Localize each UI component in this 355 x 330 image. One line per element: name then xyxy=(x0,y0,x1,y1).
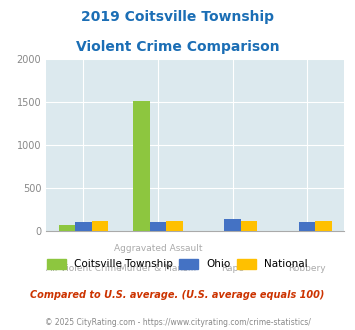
Bar xyxy=(166,221,182,231)
Bar xyxy=(150,222,166,231)
Bar xyxy=(59,224,75,231)
Text: 2019 Coitsville Township: 2019 Coitsville Township xyxy=(81,10,274,24)
Bar xyxy=(241,221,257,231)
Text: Violent Crime Comparison: Violent Crime Comparison xyxy=(76,40,279,53)
Text: Aggravated Assault: Aggravated Assault xyxy=(114,244,202,253)
Bar xyxy=(315,221,332,231)
Bar xyxy=(75,222,92,231)
Text: Compared to U.S. average. (U.S. average equals 100): Compared to U.S. average. (U.S. average … xyxy=(30,290,325,300)
Text: Murder & Mans...: Murder & Mans... xyxy=(119,264,197,273)
Legend: Coitsville Township, Ohio, National: Coitsville Township, Ohio, National xyxy=(43,255,312,274)
Bar xyxy=(299,221,315,231)
Text: © 2025 CityRating.com - https://www.cityrating.com/crime-statistics/: © 2025 CityRating.com - https://www.city… xyxy=(45,318,310,327)
Text: Rape: Rape xyxy=(221,264,244,273)
Bar xyxy=(224,218,241,231)
Text: Robbery: Robbery xyxy=(288,264,326,273)
Bar xyxy=(133,101,150,231)
Bar xyxy=(92,221,108,231)
Text: All Violent Crime: All Violent Crime xyxy=(45,264,121,273)
